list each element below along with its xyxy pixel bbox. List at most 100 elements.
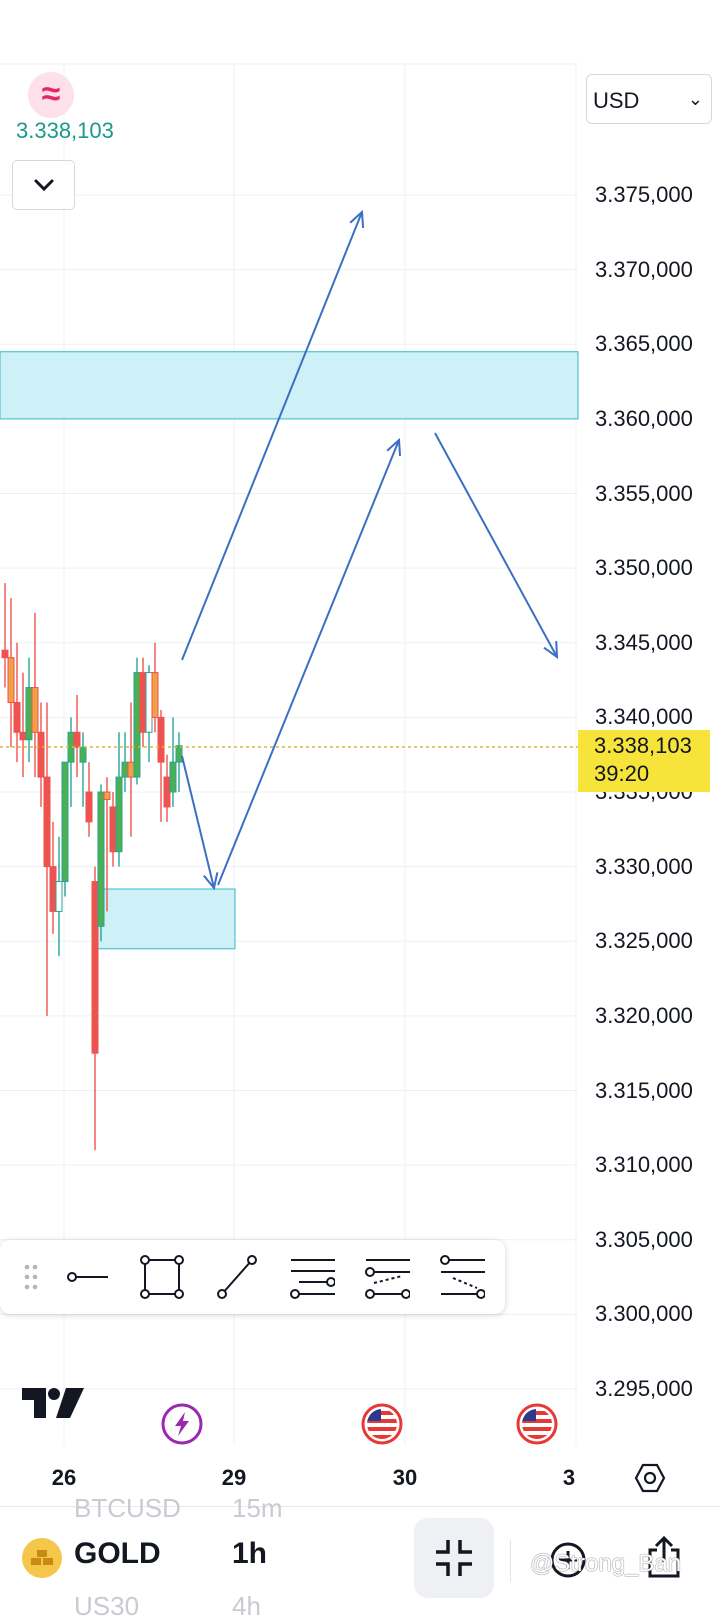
ghost-interval-below: 4h [232, 1591, 261, 1621]
candle-body [1, 649, 9, 659]
tradingview-logo[interactable] [22, 1386, 84, 1420]
divider [510, 1540, 511, 1582]
candle-body [169, 761, 177, 793]
candle-body [175, 745, 183, 763]
candle-body [73, 731, 81, 748]
projection-arrow [217, 439, 400, 886]
chevron-down-icon: ⌄ [687, 89, 703, 109]
candle-body [7, 657, 15, 703]
price-axis-label: 3.325,000 [595, 928, 693, 954]
arrow-head [386, 437, 402, 457]
candle-body [121, 761, 129, 778]
price-axis-label: 3.355,000 [595, 480, 693, 506]
interval-picker[interactable]: 1h [232, 1537, 268, 1570]
price-axis-label: 3.360,000 [595, 405, 693, 431]
candle-body [55, 881, 63, 912]
price-axis-label: 3.375,000 [595, 182, 693, 207]
zone-box [93, 888, 236, 950]
price-axis-label: 3.340,000 [595, 704, 693, 730]
chevron-down-icon [34, 179, 54, 192]
watermark: @Strong_Ban [530, 1550, 682, 1577]
price-axis-label: 3.320,000 [595, 1002, 693, 1028]
candlestick-series [1, 583, 183, 1151]
time-axis-label: 26 [51, 1465, 77, 1490]
share-icon[interactable] [644, 1534, 684, 1580]
ghost-symbol-above: BTCUSD [74, 1493, 181, 1523]
candle-body [25, 687, 33, 741]
fib-extension-icon[interactable] [439, 1254, 485, 1300]
candle-body [79, 746, 87, 763]
ghost-interval-above: 15m [232, 1493, 283, 1523]
chart-settings-icon[interactable] [634, 1462, 666, 1494]
candle-body [37, 731, 45, 778]
last-price-value: 3.338,103 [594, 733, 692, 758]
rectangle-icon[interactable] [139, 1254, 185, 1300]
us-flag-icon[interactable] [361, 1403, 403, 1445]
projection-arrows [181, 209, 559, 891]
candle-body [115, 776, 123, 853]
candle-body [163, 776, 171, 808]
us-flag-icon[interactable] [516, 1403, 558, 1445]
horizontal-ray-icon[interactable] [64, 1254, 110, 1300]
price-axis-label: 3.345,000 [595, 629, 693, 655]
candle-body [19, 731, 27, 741]
price-axis-label: 3.295,000 [595, 1376, 693, 1401]
candle-body [109, 806, 117, 853]
price-axis-label: 3.350,000 [595, 555, 693, 581]
time-axis-label: 3 [562, 1465, 576, 1490]
arrow-head [203, 872, 219, 891]
price-axis-label: 3.370,000 [595, 256, 693, 282]
lightning-icon[interactable] [161, 1403, 203, 1445]
candle-body [31, 687, 39, 733]
candle-body [157, 716, 165, 763]
symbol-picker[interactable]: GOLD [74, 1537, 161, 1570]
candle-body [13, 701, 21, 733]
collapse-icon [436, 1540, 472, 1576]
chart-canvas[interactable] [0, 0, 720, 1500]
candle-body [97, 791, 105, 927]
arrow-head [543, 640, 559, 660]
projection-arrow [181, 211, 363, 661]
candle-body [139, 672, 147, 733]
trend-line-icon[interactable] [214, 1254, 260, 1300]
symbol-logo-icon[interactable]: ≈ [28, 72, 74, 118]
price-axis-label: 3.365,000 [595, 331, 693, 357]
collapse-legend-button[interactable] [12, 160, 75, 210]
candle-body [91, 881, 99, 1054]
drawing-toolbar [0, 1240, 505, 1314]
candle-body [49, 866, 57, 912]
arrow-head [349, 209, 365, 229]
chart-grid [0, 63, 578, 1445]
drag-handle-icon[interactable] [8, 1254, 54, 1300]
fib-retracement-icon[interactable] [364, 1254, 410, 1300]
currency-value: USD [593, 88, 640, 113]
projection-arrow [434, 432, 558, 658]
countdown: 39:20 [594, 761, 650, 786]
currency-select[interactable]: USD ⌄ [586, 74, 712, 124]
current-price: 3.338,103 [16, 118, 114, 143]
gold-bars-icon [22, 1538, 62, 1578]
time-axis-label: 30 [392, 1465, 418, 1490]
candle-body [151, 672, 159, 718]
price-axis-label: 3.315,000 [595, 1077, 693, 1103]
add-icon[interactable] [548, 1540, 588, 1580]
ghost-symbol-below: US30 [74, 1591, 140, 1621]
candle-body [103, 791, 111, 800]
parallel-channel-icon[interactable] [289, 1254, 335, 1300]
price-axis-label: 3.330,000 [595, 853, 693, 879]
projection-arrow [181, 755, 215, 889]
price-axis-label: 3.310,000 [595, 1152, 693, 1178]
bottom-bar: BTCUSD 15m US30 4h [0, 1493, 720, 1621]
candle-body [145, 672, 153, 733]
exit-fullscreen-button[interactable] [414, 1518, 494, 1598]
candle-body [43, 776, 51, 868]
candle-body [85, 791, 93, 823]
last-price-badge: 3.338,103 39:20 [578, 730, 710, 792]
candle-body [61, 761, 69, 883]
candle-body [133, 672, 141, 778]
price-axis-label: 3.305,000 [595, 1226, 693, 1252]
time-axis-label: 29 [221, 1465, 247, 1490]
demand-supply-zones [0, 351, 579, 950]
zone-box [0, 351, 579, 420]
price-axis-label: 3.300,000 [595, 1301, 693, 1327]
